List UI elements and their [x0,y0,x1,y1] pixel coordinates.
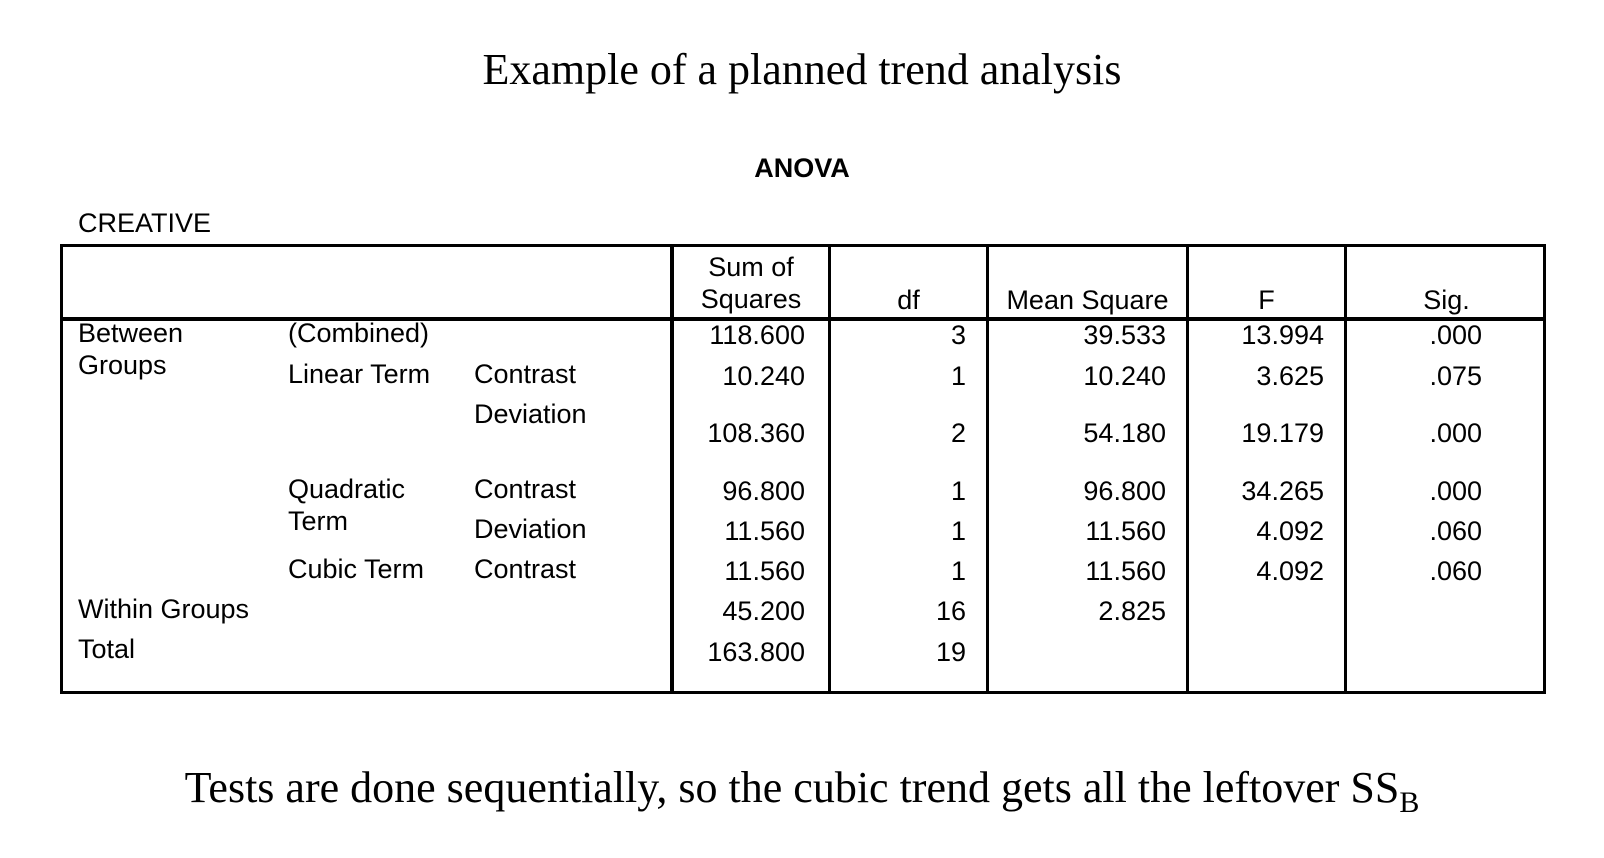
cell-df: 1 [950,476,966,506]
cell-df: 19 [935,637,966,667]
column-divider [986,247,989,691]
cell-f: 34.265 [1241,476,1324,506]
cell-df: 1 [950,361,966,391]
header-sig: Sig. [1423,285,1470,315]
variable-name: CREATIVE [78,208,212,238]
cell-f: 3.625 [1256,361,1324,391]
cell-sum-of-squares: 118.600 [709,320,805,350]
anova-table: Sum of Squares df Mean Square F Sig. Bet… [60,244,1546,694]
cell-f: 19.179 [1241,418,1324,448]
cell-f: 13.994 [1241,320,1324,350]
cell-sum-of-squares: 108.360 [707,418,805,448]
slide-title: Example of a planned trend analysis [482,45,1122,94]
cell-mean-square: 10.240 [1083,361,1166,391]
label-cubic-contrast: Contrast [474,554,577,584]
header-divider [63,317,1543,321]
column-divider [1344,247,1347,691]
column-divider [828,247,831,691]
cell-sum-of-squares: 163.800 [707,637,805,667]
label-combined: (Combined) [288,318,430,348]
header-f: F [1258,285,1275,315]
label-linear-contrast: Contrast [474,359,577,389]
label-total: Total [78,634,136,664]
label-linear-deviation: Deviation [474,399,587,429]
label-column-divider [670,247,674,691]
ss-subscript: B [1399,786,1420,819]
table-title: ANOVA [754,153,850,183]
cell-mean-square: 11.560 [1085,556,1166,586]
cell-sig: .060 [1429,516,1482,546]
cell-df: 1 [950,516,966,546]
header-mean-square: Mean Square [1006,285,1169,315]
cell-df: 2 [950,418,966,448]
cell-mean-square: 54.180 [1083,418,1166,448]
label-cubic-term: Cubic Term [288,554,425,584]
cell-sig: .000 [1429,418,1482,448]
label-quadratic-contrast: Contrast [474,474,577,504]
cell-sum-of-squares: 96.800 [722,476,805,506]
cell-sig: .060 [1429,556,1482,586]
label-linear-term: Linear Term [288,359,431,389]
cell-f: 4.092 [1256,556,1324,586]
header-sum-of-squares: Sum of Squares [700,252,802,314]
cell-sum-of-squares: 10.240 [722,361,805,391]
cell-mean-square: 2.825 [1098,596,1166,626]
cell-f: 4.092 [1256,516,1324,546]
cell-sig: .075 [1429,361,1482,391]
cell-mean-square: 11.560 [1085,516,1166,546]
label-quadratic-term: Quadratic Term [288,474,406,536]
cell-mean-square: 39.533 [1083,320,1166,350]
cell-df: 1 [950,556,966,586]
cell-mean-square: 96.800 [1083,476,1166,506]
label-within-groups: Within Groups [78,594,250,624]
cell-sum-of-squares: 11.560 [724,556,805,586]
cell-df: 16 [935,596,966,626]
cell-df: 3 [950,320,966,350]
cell-sum-of-squares: 45.200 [722,596,805,626]
cell-sig: .000 [1429,320,1482,350]
label-quadratic-deviation: Deviation [474,514,587,544]
footer-caption: Tests are done sequentially, so the cubi… [184,763,1420,819]
column-divider [1186,247,1189,691]
header-df: df [897,285,920,315]
label-between-groups: Between Groups [78,318,184,380]
cell-sig: .000 [1429,476,1482,506]
cell-sum-of-squares: 11.560 [724,516,805,546]
